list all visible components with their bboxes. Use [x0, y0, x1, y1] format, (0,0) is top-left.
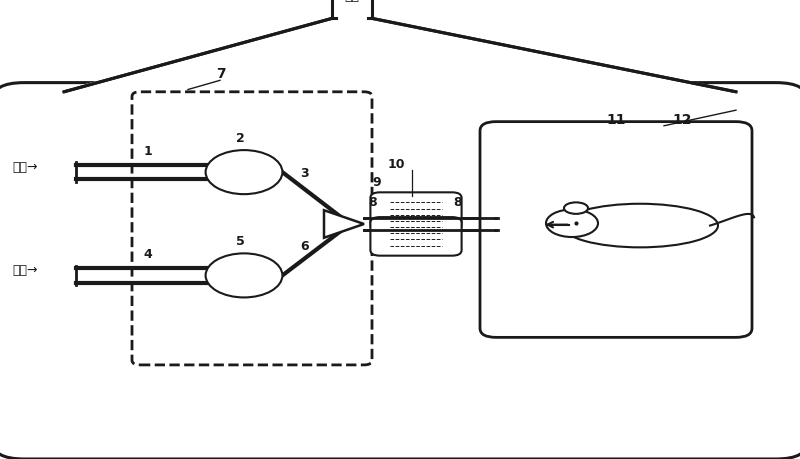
- Circle shape: [206, 150, 282, 194]
- Text: 2: 2: [236, 132, 244, 145]
- Ellipse shape: [564, 202, 588, 214]
- Text: 6: 6: [300, 240, 309, 253]
- Polygon shape: [56, 18, 744, 92]
- Text: 5: 5: [236, 235, 244, 248]
- FancyBboxPatch shape: [370, 217, 462, 256]
- Text: 9: 9: [372, 176, 381, 190]
- FancyBboxPatch shape: [330, 69, 374, 96]
- Text: 10: 10: [388, 158, 406, 171]
- Polygon shape: [324, 210, 364, 238]
- FancyBboxPatch shape: [0, 83, 800, 459]
- Text: 空气→: 空气→: [12, 264, 38, 277]
- Text: 3: 3: [300, 167, 309, 180]
- Text: 4: 4: [144, 248, 152, 261]
- Text: 11: 11: [606, 113, 626, 127]
- Ellipse shape: [562, 204, 718, 247]
- Text: 12: 12: [672, 113, 691, 127]
- FancyBboxPatch shape: [370, 192, 462, 231]
- FancyBboxPatch shape: [480, 122, 752, 337]
- Text: 8: 8: [368, 196, 377, 209]
- Text: 废气: 废气: [345, 0, 359, 3]
- Ellipse shape: [546, 209, 598, 237]
- Circle shape: [206, 253, 282, 297]
- Text: 7: 7: [216, 67, 226, 81]
- Text: 8: 8: [454, 196, 462, 209]
- Text: 烟雾→: 烟雾→: [12, 161, 38, 174]
- Text: 1: 1: [144, 145, 152, 158]
